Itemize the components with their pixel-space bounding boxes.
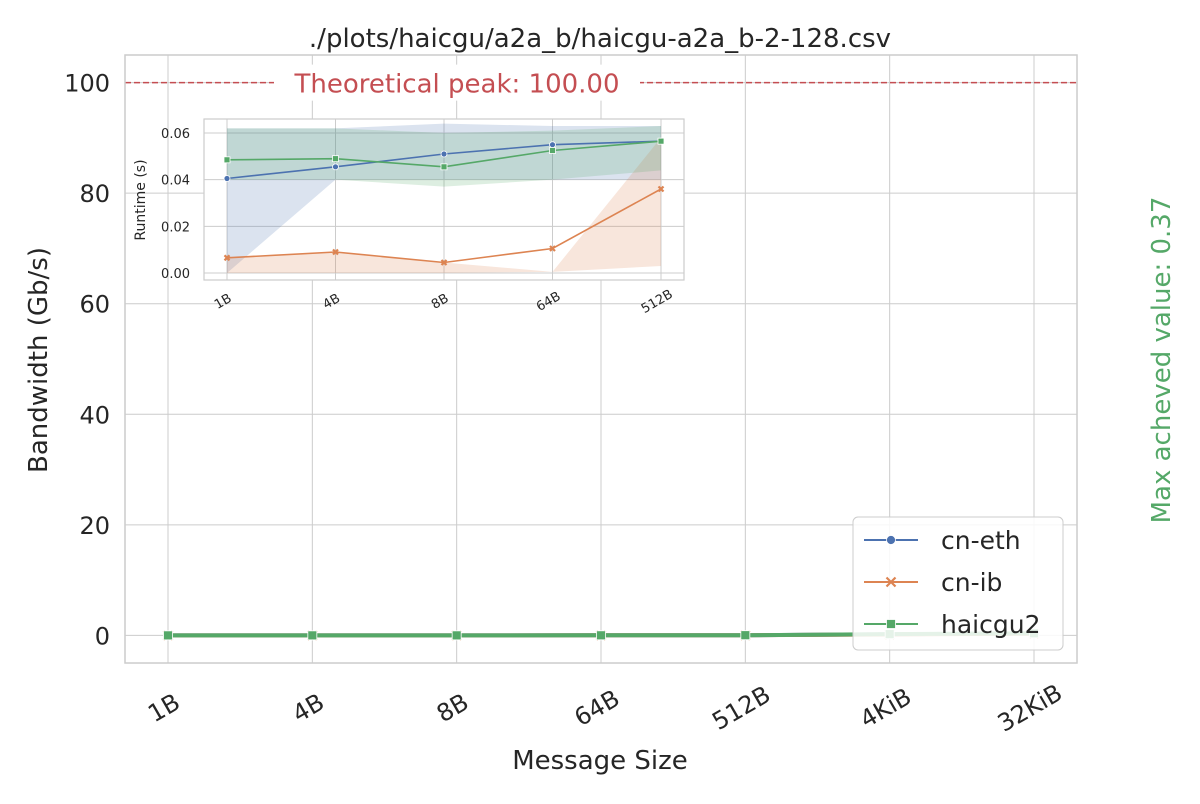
y-tick-label: 80 bbox=[79, 180, 110, 208]
inset-data-point-cn-eth bbox=[332, 163, 339, 171]
y-tick-label: 0 bbox=[95, 622, 110, 650]
max-value-annotation: Max acheved value: 0.37 bbox=[1147, 197, 1177, 524]
x-tick-label: 4KiB bbox=[855, 682, 916, 733]
inset-data-point-cn-ib bbox=[440, 259, 448, 266]
y-tick-label: 40 bbox=[79, 401, 110, 429]
inset-x-tick-label: 8B bbox=[429, 291, 451, 313]
y-tick-label: 100 bbox=[64, 70, 110, 98]
legend-marker-cn-ib bbox=[885, 576, 897, 588]
inset-y-tick-label: 0.04 bbox=[161, 174, 190, 189]
inset-data-point-cn-eth bbox=[549, 141, 556, 149]
data-point-haicgu2 bbox=[451, 630, 462, 641]
inset-data-point-haicgu2 bbox=[549, 147, 556, 154]
inset-plot-border bbox=[203, 118, 685, 281]
x-tick-label: 8B bbox=[432, 688, 473, 728]
inset-y-tick-label: 0.06 bbox=[161, 127, 190, 142]
inset-y-tick-label: 0.02 bbox=[161, 220, 190, 235]
x-tick-label: 4B bbox=[288, 688, 329, 728]
x-tick-label: 64B bbox=[570, 684, 625, 732]
legend: cn-eth cn-ib haicgu2 bbox=[852, 516, 1064, 651]
inset-data-point-cn-ib bbox=[549, 245, 556, 252]
inset-x-tick-label: 4B bbox=[321, 291, 343, 313]
data-point-haicgu2 bbox=[163, 630, 173, 641]
peak-label-background bbox=[274, 64, 640, 101]
legend-marker-cn-eth bbox=[886, 535, 896, 545]
y-axis-label: Bandwidth (Gb/s) bbox=[24, 247, 54, 473]
inset-data-point-cn-ib bbox=[223, 254, 231, 262]
inset-data-point-haicgu2 bbox=[332, 155, 339, 163]
x-axis-label: Message Size bbox=[512, 746, 688, 776]
legend-marker-haicgu2 bbox=[886, 619, 896, 629]
inset-data-point-cn-eth bbox=[223, 175, 231, 182]
inset-data-point-haicgu2 bbox=[657, 137, 665, 145]
legend-box bbox=[852, 516, 1064, 651]
inset-y-axis-label: Runtime (s) bbox=[133, 159, 149, 240]
x-tick-label: 512B bbox=[707, 680, 775, 735]
y-tick-label: 20 bbox=[79, 512, 110, 540]
legend-label-haicgu2: haicgu2 bbox=[941, 610, 1040, 639]
x-tick-label: 1B bbox=[143, 688, 184, 728]
legend-label-cn-ib: cn-ib bbox=[941, 568, 1002, 597]
y-tick-label: 60 bbox=[79, 291, 110, 319]
inset-data-point-haicgu2 bbox=[223, 156, 231, 164]
legend-label-cn-eth: cn-eth bbox=[941, 526, 1021, 555]
data-point-haicgu2 bbox=[307, 630, 318, 641]
main-plot-border bbox=[124, 54, 1078, 664]
confidence-band-cn-ib bbox=[227, 137, 661, 273]
inset-data-point-cn-ib bbox=[657, 185, 665, 193]
data-point-haicgu2 bbox=[740, 630, 751, 641]
data-point-haicgu2 bbox=[596, 630, 606, 641]
inset-y-tick-label: 0.00 bbox=[161, 267, 190, 282]
inset-data-point-haicgu2 bbox=[440, 163, 448, 171]
inset-data-point-cn-eth bbox=[440, 150, 448, 158]
peak-label: Theoretical peak: 100.00 bbox=[294, 70, 620, 100]
inset-data-point-cn-ib bbox=[332, 248, 339, 256]
x-tick-label: 32KiB bbox=[993, 679, 1067, 738]
chart-title: ./plots/haicgu/a2a_b/haicgu-a2a_b-2-128.… bbox=[309, 24, 891, 54]
inset-x-tick-label: 1B bbox=[212, 291, 234, 313]
